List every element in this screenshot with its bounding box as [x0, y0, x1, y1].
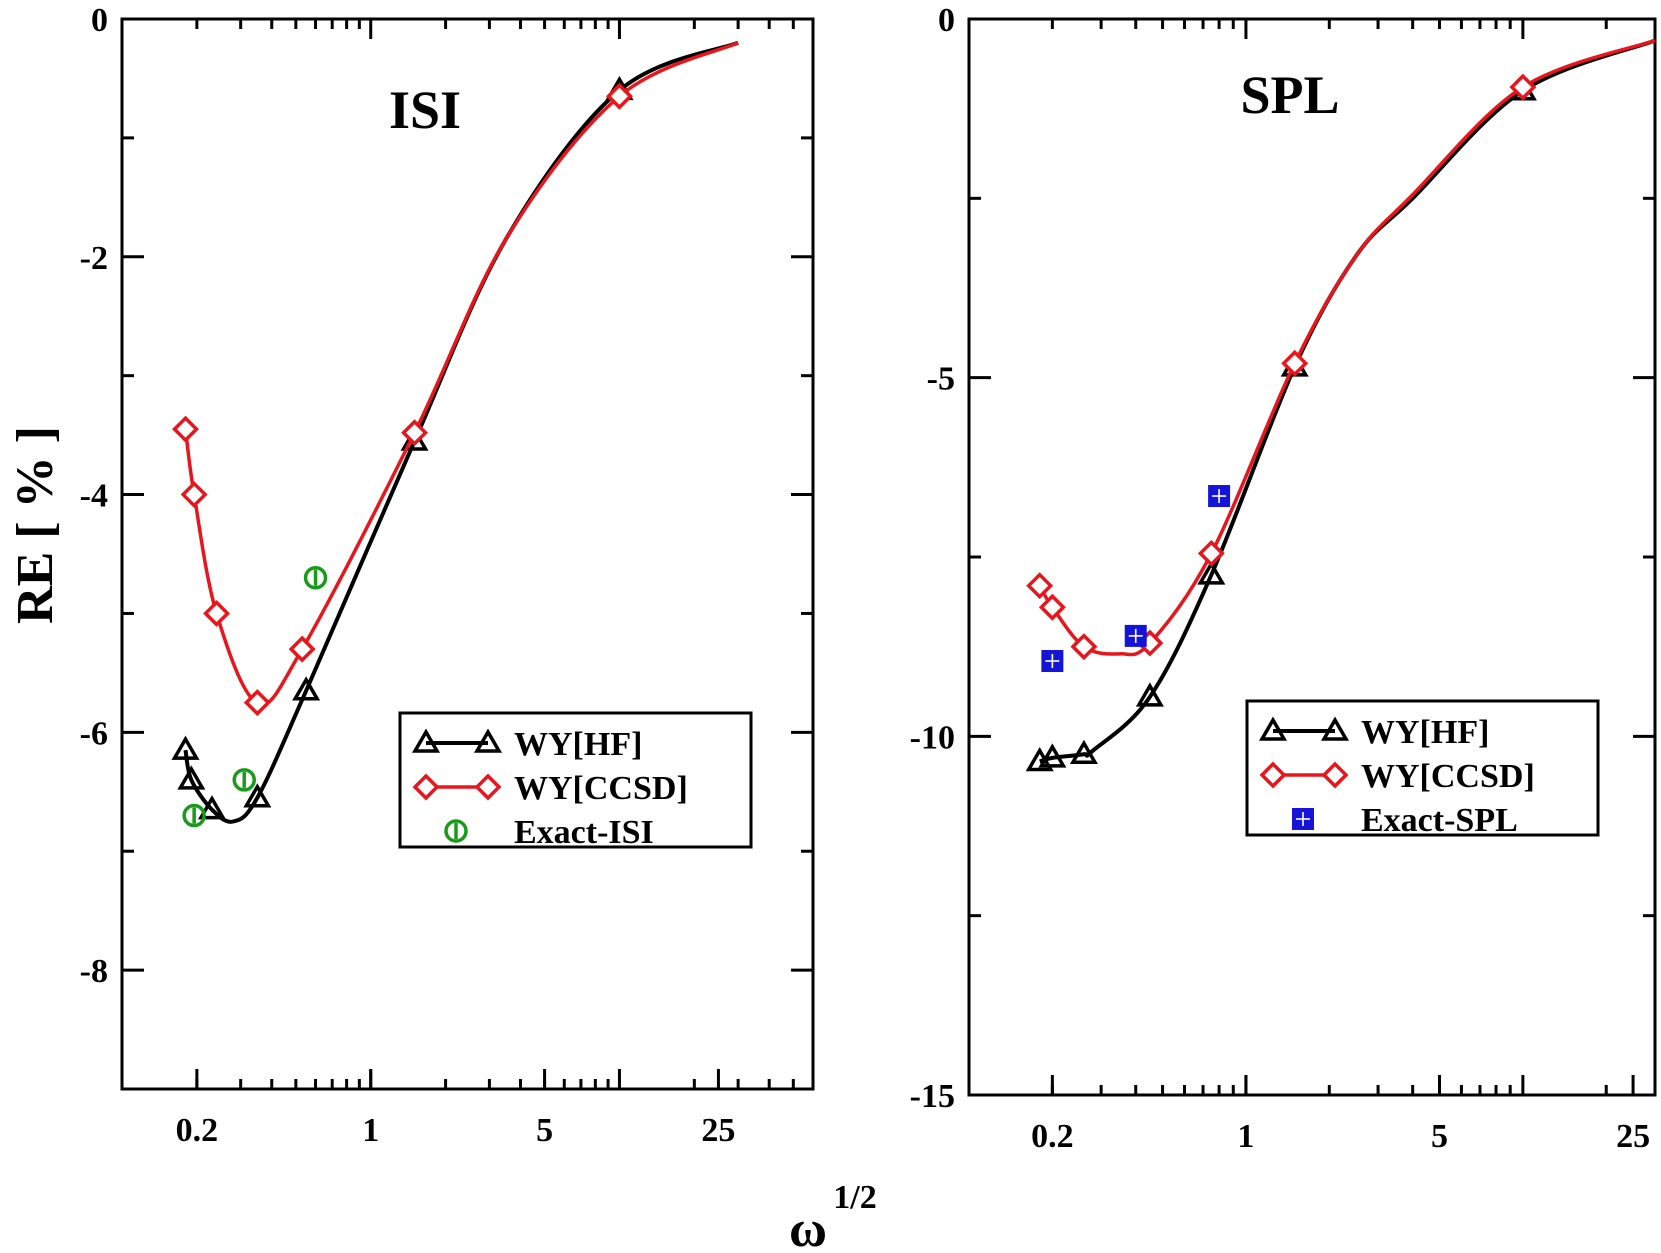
y-axis-label: RE [ % ]	[7, 426, 64, 624]
plot-content-isi: 0.2 1 5 25 0 -2 -4 -6 -8	[80, 2, 815, 1149]
y-tick-label: -2	[80, 240, 108, 277]
plot-frame-isi	[120, 17, 815, 1091]
legend-entry-exact-spl: Exact-SPL	[1292, 802, 1518, 839]
data-point-exact-isi	[303, 566, 328, 590]
data-point-wy-ccsd	[243, 689, 271, 717]
data-point-wy-ccsd	[605, 82, 633, 110]
x-axis-label: ω	[789, 1201, 827, 1253]
data-point-exact-isi	[232, 768, 256, 792]
data-point-wy-ccsd	[172, 415, 199, 443]
legend-marker	[1321, 761, 1349, 789]
legend-isi: WY[HF] WY[CCSD] Exact-ISI	[398, 711, 753, 851]
y-tick-label: -15	[910, 1078, 955, 1115]
legend-entry-wy-hf: WY[HF]	[411, 726, 642, 763]
legend-marker	[412, 773, 440, 801]
data-point-wy-hf	[171, 735, 200, 760]
x-tick-label: 25	[701, 1112, 735, 1149]
data-point-wy-ccsd	[401, 419, 429, 447]
legend-entry-exact-isi: Exact-ISI	[444, 814, 654, 851]
y-tick-label: -8	[80, 953, 108, 990]
panel-title-spl: SPL	[1240, 65, 1339, 125]
data-point-wy-ccsd	[1026, 572, 1054, 600]
data-point-wy-ccsd	[1197, 539, 1225, 567]
data-point-wy-ccsd	[288, 635, 316, 663]
data-point-exact-isi-ring	[303, 566, 328, 590]
legend-box	[398, 711, 753, 849]
legend-marker	[474, 773, 502, 801]
data-point-wy-ccsd	[1038, 593, 1066, 621]
series-line-wy-ccsd	[183, 41, 739, 706]
x-tick-label: 5	[536, 1112, 553, 1149]
data-point-exact-isi-ring	[182, 803, 206, 828]
data-point-wy-hf	[1069, 739, 1098, 765]
x-tick-label: 0.2	[176, 1112, 219, 1149]
x-axis-label-exponent: 1/2	[833, 1179, 876, 1216]
series-spl-wy-ccsd	[1026, 38, 1655, 661]
y-tick-label: -6	[80, 715, 108, 752]
panel-spl: 0.2 1 5 25 0 -5 -10 -15 SPL WY[HF] WY[CCSD] Exact…	[910, 2, 1657, 1155]
data-point-wy-ccsd	[1281, 349, 1309, 377]
data-point-wy-hf	[243, 783, 272, 808]
plot-content-spl: 0.2 1 5 25 0 -5 -10 -15	[910, 2, 1657, 1155]
x-tick-label: 1	[362, 1112, 379, 1149]
legend-label: WY[HF]	[514, 726, 642, 763]
data-point-wy-hf	[1038, 743, 1067, 768]
series-spl-exact-spl	[1041, 485, 1231, 673]
axes-isi: 0.2 1 5 25 0 -2 -4 -6 -8	[80, 2, 815, 1149]
legend-label: Exact-ISI	[514, 814, 654, 851]
panel-title-isi: ISI	[389, 80, 461, 140]
legend-label: WY[CCSD]	[1361, 758, 1535, 795]
y-tick-label: 0	[938, 2, 955, 39]
x-axis-label-base: ω	[789, 1201, 827, 1253]
data-point-wy-hf	[177, 765, 206, 790]
x-tick-label: 1	[1237, 1118, 1254, 1155]
data-point-wy-hf	[197, 795, 227, 820]
data-point-wy-hf	[1135, 682, 1164, 707]
axes-spl: 0.2 1 5 25 0 -5 -10 -15	[910, 2, 1657, 1155]
legend-marker	[1320, 716, 1350, 741]
x-tick-label: 0.2	[1031, 1118, 1074, 1155]
x-tick-label: 5	[1431, 1118, 1448, 1155]
legend-marker	[444, 819, 468, 843]
legend-label: WY[CCSD]	[514, 770, 688, 807]
legend-marker	[1259, 761, 1287, 789]
data-point-wy-ccsd	[180, 481, 208, 509]
legend-label: Exact-SPL	[1361, 802, 1518, 839]
data-point-wy-hf	[1197, 560, 1226, 585]
y-tick-label: 0	[91, 2, 108, 39]
panel-isi: 0.2 1 5 25 0 -2 -4 -6 -8 ISI WY[HF] WY[CCSD] Exact…	[80, 2, 815, 1149]
legend-marker-ring	[444, 819, 468, 843]
y-tick-label: -4	[80, 478, 108, 515]
legend-marker	[1292, 808, 1314, 830]
data-point-exact-isi-ring	[232, 768, 256, 792]
legend-entry-wy-hf: WY[HF]	[1258, 714, 1489, 751]
legend-entry-wy-ccsd: WY[CCSD]	[412, 770, 688, 807]
legend-marker	[473, 728, 503, 753]
data-point-wy-ccsd	[203, 599, 231, 627]
y-tick-label: -10	[910, 719, 955, 756]
data-point-wy-hf	[292, 676, 321, 701]
data-point-wy-ccsd	[1509, 73, 1537, 101]
series-isi-exact-isi	[182, 566, 328, 828]
data-point-wy-ccsd	[1070, 633, 1098, 661]
series-line-wy-hf	[183, 40, 739, 824]
series-line-wy-hf	[1039, 38, 1655, 764]
legend-marker	[411, 728, 441, 753]
legend-marker	[1258, 716, 1288, 741]
legend-entry-wy-ccsd: WY[CCSD]	[1259, 758, 1535, 795]
data-point-exact-spl	[1208, 485, 1231, 508]
legend-label: WY[HF]	[1361, 714, 1489, 751]
data-point-exact-isi	[182, 803, 206, 828]
series-isi-wy-ccsd	[172, 41, 739, 717]
data-point-exact-spl	[1124, 624, 1147, 647]
legend-spl: WY[HF] WY[CCSD] Exact-SPL	[1245, 699, 1600, 839]
data-point-exact-spl	[1041, 650, 1064, 673]
x-tick-label: 25	[1616, 1118, 1650, 1155]
y-tick-label: -5	[927, 361, 955, 398]
